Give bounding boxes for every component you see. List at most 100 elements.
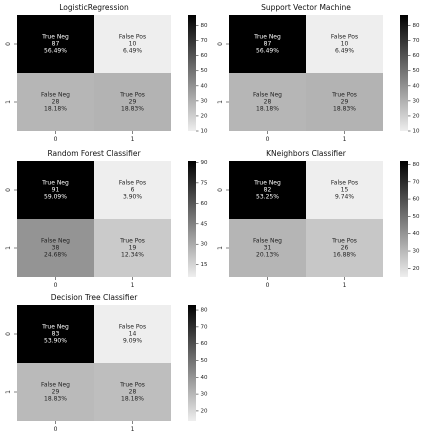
y-tick-label: 1 [217, 100, 224, 104]
x-tick-label: 1 [131, 282, 135, 289]
x-tick-label: 1 [131, 426, 135, 431]
cell-count: 87 [52, 41, 60, 48]
colorbar-tick-label: 60 [201, 53, 208, 59]
colorbar-tick-label: 30 [201, 242, 208, 248]
heatmap-cell [306, 73, 383, 131]
cell-label: True Neg [253, 34, 281, 41]
heatmap-cell [94, 219, 171, 277]
heatmap-cell [306, 15, 383, 73]
colorbar-tick-label: 10 [201, 129, 208, 135]
cell-label: True Neg [253, 180, 281, 187]
colorbar-tick-label: 20 [413, 266, 420, 272]
cell-count: 29 [341, 99, 349, 106]
colorbar-tick-label: 20 [201, 408, 208, 414]
cell-label: True Pos [331, 238, 357, 245]
colorbar-tick-label: 80 [201, 308, 208, 314]
colorbar-tick-label: 75 [201, 180, 208, 186]
heatmap-cell [17, 161, 94, 219]
cell-label: True Pos [331, 92, 357, 99]
cell-percent: 6.49% [123, 48, 142, 55]
colorbar-tick-label: 90 [201, 160, 208, 166]
colorbar [188, 305, 196, 421]
panel-title: LogisticRegression [59, 3, 129, 12]
colorbar-tick-label: 50 [201, 68, 208, 74]
x-tick-label: 0 [266, 282, 270, 289]
cell-label: True Neg [41, 180, 69, 187]
cell-label: False Pos [119, 180, 146, 187]
cell-count: 10 [341, 41, 349, 48]
cell-percent: 18.83% [333, 106, 356, 113]
colorbar-tick-label: 50 [413, 214, 420, 220]
colorbar-tick-label: 80 [201, 23, 208, 29]
colorbar [188, 161, 196, 277]
heatmap-cell [94, 305, 171, 363]
cell-percent: 59.09% [44, 194, 67, 201]
y-tick-label: 1 [217, 246, 224, 250]
colorbar-tick-label: 60 [413, 197, 420, 203]
colorbar-tick-label: 80 [413, 162, 420, 168]
y-tick-label: 0 [217, 42, 224, 46]
colorbar [400, 15, 408, 131]
cell-label: True Pos [119, 238, 145, 245]
colorbar-tick-label: 60 [413, 53, 420, 59]
y-tick-label: 1 [5, 100, 12, 104]
x-tick-label: 1 [131, 136, 135, 143]
cell-percent: 18.83% [44, 396, 67, 403]
cell-label: False Pos [119, 34, 146, 41]
colorbar-tick-label: 30 [413, 98, 420, 104]
colorbar-tick-label: 80 [413, 23, 420, 29]
cell-percent: 53.90% [44, 338, 67, 345]
colorbar-tick-label: 70 [413, 179, 420, 185]
colorbar-tick-label: 40 [201, 375, 208, 381]
cell-percent: 6.49% [335, 48, 354, 55]
colorbar-tick-label: 50 [413, 68, 420, 74]
x-tick-label: 1 [343, 136, 347, 143]
heatmap-cell [229, 161, 306, 219]
y-tick-label: 0 [217, 188, 224, 192]
cell-label: False Pos [119, 324, 146, 331]
cell-count: 26 [341, 245, 349, 252]
cell-percent: 18.18% [256, 106, 279, 113]
cell-label: False Pos [331, 180, 358, 187]
heatmap-cell [17, 219, 94, 277]
colorbar-tick-label: 50 [201, 358, 208, 364]
cell-count: 38 [52, 245, 60, 252]
colorbar-tick-label: 10 [413, 129, 420, 135]
cell-label: True Pos [119, 92, 145, 99]
cell-count: 31 [264, 245, 272, 252]
colorbar-tick-label: 40 [413, 231, 420, 237]
heatmap-cell [94, 363, 171, 421]
colorbar-tick-label: 45 [201, 221, 208, 227]
cell-label: True Neg [41, 34, 69, 41]
cell-count: 28 [264, 99, 272, 106]
cell-count: 29 [129, 99, 137, 106]
cell-count: 14 [129, 331, 137, 338]
cell-count: 19 [129, 245, 137, 252]
cell-percent: 9.09% [123, 338, 142, 345]
heatmap-cell [94, 15, 171, 73]
cell-count: 15 [341, 187, 349, 194]
cell-percent: 9.74% [335, 194, 354, 201]
cell-count: 10 [129, 41, 137, 48]
heatmap-cell [229, 73, 306, 131]
heatmap-cell [17, 73, 94, 131]
colorbar-tick-label: 60 [201, 341, 208, 347]
cell-count: 83 [52, 331, 60, 338]
cell-percent: 18.83% [121, 106, 144, 113]
colorbar-tick-label: 20 [413, 113, 420, 119]
heatmap-cell [306, 219, 383, 277]
heatmap-cell [306, 161, 383, 219]
cell-count: 28 [129, 389, 137, 396]
heatmap-cell [229, 219, 306, 277]
panel-title: Support Vector Machine [261, 3, 351, 12]
cell-label: True Pos [119, 382, 145, 389]
cell-count: 91 [52, 187, 60, 194]
cell-label: False Neg [41, 238, 70, 245]
colorbar-tick-label: 30 [201, 98, 208, 104]
colorbar-tick-label: 30 [413, 249, 420, 255]
x-tick-label: 1 [343, 282, 347, 289]
y-tick-label: 1 [5, 246, 12, 250]
colorbar [400, 161, 408, 277]
